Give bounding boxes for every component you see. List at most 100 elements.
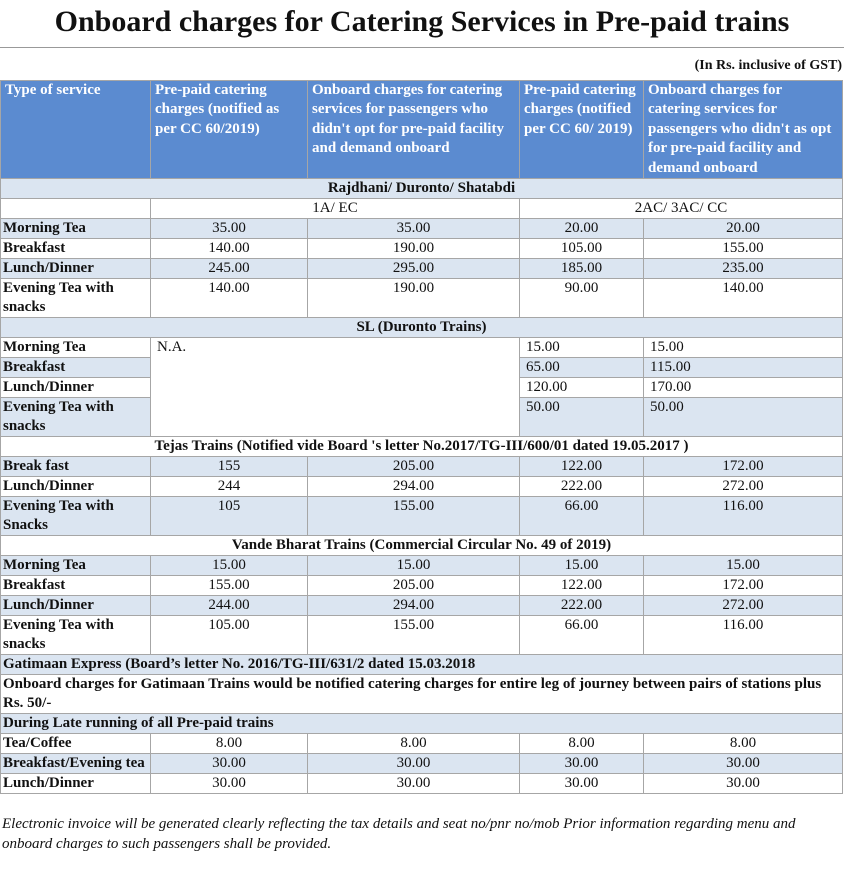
- charge-value: 90.00: [519, 278, 644, 319]
- row-label: Morning Tea: [0, 555, 151, 577]
- charge-value: 15.00: [307, 555, 520, 577]
- column-header: Pre-paid catering charges (notified per …: [519, 79, 644, 180]
- row-label: Lunch/Dinner: [0, 595, 151, 617]
- column-header: Onboard charges for catering services fo…: [307, 79, 520, 180]
- charge-value: 105.00: [519, 238, 644, 260]
- charge-value: 272.00: [643, 476, 843, 498]
- charge-value: 155.00: [307, 496, 520, 537]
- table-row: During Late running of all Pre-paid trai…: [0, 713, 843, 735]
- table-row: Tea/Coffee 8.00 8.00 8.00 8.00: [0, 733, 843, 755]
- table-row: Lunch/Dinner 245.00 295.00 185.00 235.00: [0, 258, 843, 280]
- table-row: Morning Tea 35.00 35.00 20.00 20.00: [0, 218, 843, 240]
- table-row: Evening Tea with snacks 50.00 50.00: [0, 397, 843, 438]
- row-label: Breakfast: [0, 238, 151, 260]
- section-title: Vande Bharat Trains (Commercial Circular…: [0, 535, 843, 557]
- table-row: Breakfast/Evening tea 30.00 30.00 30.00 30.0…: [0, 753, 843, 775]
- charge-value: 122.00: [519, 575, 644, 597]
- charge-value: 272.00: [643, 595, 843, 617]
- charge-value: 140.00: [150, 238, 308, 260]
- charge-value: 222.00: [519, 595, 644, 617]
- charge-value: 8.00: [150, 733, 308, 755]
- charge-value: 245.00: [150, 258, 308, 280]
- charge-value: 140.00: [643, 278, 843, 319]
- charge-value: 50.00: [519, 397, 644, 438]
- section-title: SL (Duronto Trains): [0, 317, 843, 339]
- charge-value: 155: [150, 456, 308, 478]
- charge-value: 140.00: [150, 278, 308, 319]
- charge-value: 30.00: [150, 753, 308, 775]
- footnote: Electronic invoice will be generated cle…: [2, 816, 796, 853]
- row-label: Breakfast: [0, 357, 151, 379]
- table-row: Lunch/Dinner 30.00 30.00 30.00 30.00: [0, 773, 843, 795]
- row-label: Break fast: [0, 456, 151, 478]
- charge-value: 205.00: [307, 575, 520, 597]
- charge-value: 115.00: [643, 357, 843, 379]
- charge-value: 20.00: [643, 218, 843, 240]
- row-label: Evening Tea with snacks: [0, 278, 151, 319]
- charge-value: 15.00: [519, 555, 644, 577]
- table-row: Breakfast 155.00 205.00 122.00 172.00: [0, 575, 843, 597]
- section-text: Onboard charges for Gatimaan Trains woul…: [0, 674, 843, 715]
- charge-value: 30.00: [643, 753, 843, 775]
- na-cell: N.A.: [150, 337, 520, 438]
- row-label: Lunch/Dinner: [0, 476, 151, 498]
- charge-value: 15.00: [150, 555, 308, 577]
- table-row: Evening Tea with Snacks 105 155.00 66.00 116…: [0, 496, 843, 537]
- table-row: 1A/ EC 2AC/ 3AC/ CC: [0, 198, 843, 220]
- charges-table: Type of service Pre-paid catering charges…: [0, 79, 843, 795]
- charge-value: 170.00: [643, 377, 843, 399]
- row-label: Lunch/Dinner: [0, 773, 151, 795]
- charge-value: 105.00: [150, 615, 308, 656]
- charge-value: 30.00: [307, 773, 520, 795]
- charge-value: 30.00: [519, 773, 644, 795]
- row-label: Lunch/Dinner: [0, 258, 151, 280]
- row-label: Breakfast: [0, 575, 151, 597]
- column-header: Onboard charges for catering services fo…: [643, 79, 843, 180]
- section-title: Gatimaan Express (Board’s letter No. 201…: [0, 654, 843, 676]
- charge-value: 122.00: [519, 456, 644, 478]
- row-label: Lunch/Dinner: [0, 377, 151, 399]
- charge-value: 116.00: [643, 496, 843, 537]
- table-row: Tejas Trains (Notified vide Board 's let…: [0, 436, 843, 458]
- charge-value: 105: [150, 496, 308, 537]
- charge-value: 235.00: [643, 258, 843, 280]
- charge-value: 8.00: [307, 733, 520, 755]
- charge-value: 295.00: [307, 258, 520, 280]
- section-title: Rajdhani/ Duronto/ Shatabdi: [0, 178, 843, 200]
- section-title: Tejas Trains (Notified vide Board 's let…: [0, 436, 843, 458]
- charge-value: 8.00: [643, 733, 843, 755]
- table-row: Evening Tea with snacks 105.00 155.00 66.00…: [0, 615, 843, 656]
- row-label: Evening Tea with snacks: [0, 397, 151, 438]
- table-row: Lunch/Dinner 244.00 294.00 222.00 272.00: [0, 595, 843, 617]
- charge-value: 30.00: [643, 773, 843, 795]
- charge-value: 66.00: [519, 496, 644, 537]
- charge-value: 294.00: [307, 595, 520, 617]
- charge-value: 8.00: [519, 733, 644, 755]
- charge-value: 50.00: [643, 397, 843, 438]
- row-label: Evening Tea with Snacks: [0, 496, 151, 537]
- charge-value: 244.00: [150, 595, 308, 617]
- table-row: Breakfast 140.00 190.00 105.00 155.00: [0, 238, 843, 260]
- row-label: Morning Tea: [0, 218, 151, 240]
- class-header: 1A/ EC: [150, 198, 520, 220]
- charge-value: 66.00: [519, 615, 644, 656]
- charge-value: 15.00: [643, 555, 843, 577]
- charge-value: 20.00: [519, 218, 644, 240]
- table-row: Morning Tea 15.00 15.00 15.00 15.00: [0, 555, 843, 577]
- row-label: Breakfast/Evening tea: [0, 753, 151, 775]
- section-title: During Late running of all Pre-paid trai…: [0, 713, 843, 735]
- row-label: Evening Tea with snacks: [0, 615, 151, 656]
- table-row: Type of service Pre-paid catering charges…: [0, 79, 843, 180]
- charge-value: 30.00: [307, 753, 520, 775]
- column-header: Pre-paid catering charges (notified as p…: [150, 79, 308, 180]
- charge-value: 15.00: [519, 337, 644, 359]
- charge-value: 294.00: [307, 476, 520, 498]
- charge-value: 35.00: [307, 218, 520, 240]
- charge-value: 15.00: [643, 337, 843, 359]
- class-header: 2AC/ 3AC/ CC: [519, 198, 843, 220]
- empty-cell: [0, 198, 151, 220]
- charge-value: 65.00: [519, 357, 644, 379]
- charge-value: 30.00: [150, 773, 308, 795]
- table-row: Gatimaan Express (Board’s letter No. 201…: [0, 654, 843, 676]
